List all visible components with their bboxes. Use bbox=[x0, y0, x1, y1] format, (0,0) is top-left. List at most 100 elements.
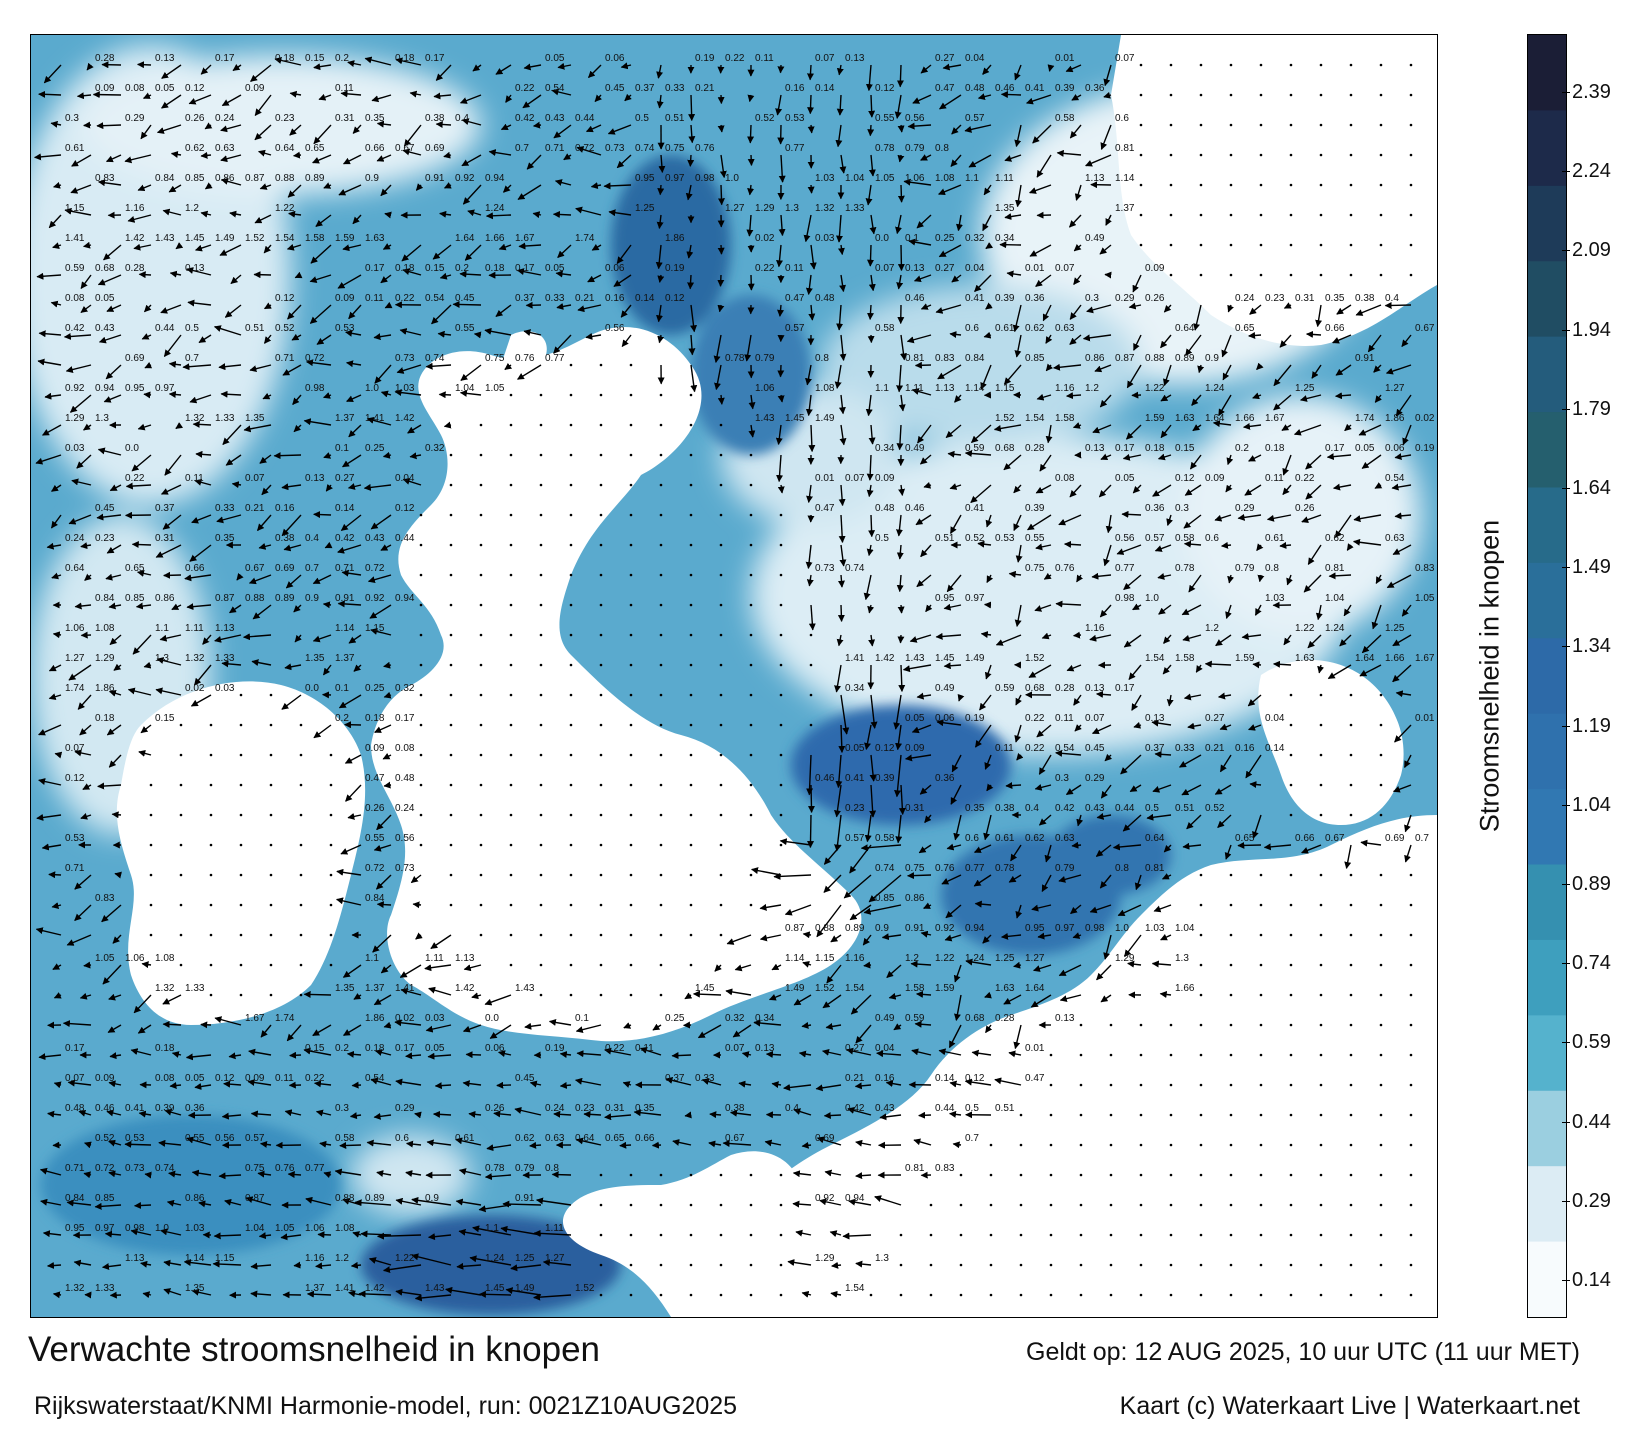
current-arrow bbox=[1128, 302, 1142, 310]
current-arrow bbox=[1004, 213, 1022, 220]
current-arrow bbox=[846, 1047, 872, 1056]
speed-label: 0.04 bbox=[395, 473, 415, 484]
speed-label: 0.14 bbox=[335, 503, 355, 514]
current-arrow bbox=[894, 754, 902, 798]
calm-dot bbox=[1139, 213, 1143, 217]
calm-dot bbox=[299, 993, 303, 997]
current-arrow bbox=[779, 838, 812, 846]
speed-label: 0.32 bbox=[965, 233, 985, 244]
speed-label: 1.27 bbox=[545, 1253, 565, 1264]
speed-label: 1.35 bbox=[995, 203, 1015, 214]
current-arrow bbox=[620, 304, 632, 318]
current-arrow bbox=[380, 274, 392, 284]
current-arrow bbox=[823, 1111, 842, 1119]
land-denmark bbox=[1258, 660, 1404, 825]
current-arrow bbox=[213, 325, 242, 336]
calm-dot bbox=[779, 1203, 783, 1207]
speed-label: 0.81 bbox=[1325, 563, 1345, 574]
colorbar-scale bbox=[1528, 35, 1566, 1317]
current-arrow bbox=[1094, 364, 1112, 373]
speed-label: 0.87 bbox=[785, 923, 805, 934]
speed-label: 1.27 bbox=[1025, 953, 1045, 964]
current-arrow bbox=[1185, 334, 1202, 357]
calm-dot bbox=[1229, 63, 1233, 67]
current-arrow bbox=[1152, 784, 1172, 793]
speed-label: 1.0 bbox=[725, 173, 739, 184]
current-arrow bbox=[169, 1082, 182, 1089]
current-arrow bbox=[807, 124, 815, 134]
speed-label: 0.31 bbox=[905, 803, 925, 814]
current-arrow bbox=[806, 574, 814, 587]
calm-dot bbox=[479, 813, 483, 817]
current-arrow bbox=[498, 243, 512, 251]
speed-label: 0.13 bbox=[1055, 1013, 1075, 1024]
current-arrow bbox=[1152, 484, 1172, 497]
calm-dot bbox=[599, 873, 603, 877]
calm-dot bbox=[1199, 63, 1203, 67]
current-arrow bbox=[221, 1112, 242, 1120]
calm-dot bbox=[1319, 153, 1323, 157]
current-arrow bbox=[1374, 394, 1382, 403]
calm-dot bbox=[149, 813, 153, 817]
current-arrow bbox=[163, 571, 182, 579]
current-arrow bbox=[944, 934, 962, 942]
speed-label: 0.31 bbox=[155, 533, 175, 544]
current-arrow bbox=[322, 664, 332, 676]
current-arrow bbox=[250, 64, 272, 82]
current-arrow bbox=[1014, 124, 1022, 148]
speed-label: 0.18 bbox=[365, 713, 385, 724]
current-arrow bbox=[1032, 124, 1052, 144]
calm-dot bbox=[449, 543, 453, 547]
current-arrow bbox=[253, 271, 272, 279]
current-arrow bbox=[189, 394, 212, 404]
speed-label: 0.64 bbox=[575, 1133, 595, 1144]
current-arrow bbox=[937, 364, 962, 380]
current-arrow bbox=[352, 124, 362, 134]
current-arrow bbox=[973, 844, 992, 853]
current-arrow bbox=[74, 749, 92, 757]
current-arrow bbox=[505, 94, 513, 103]
current-arrow bbox=[46, 542, 62, 550]
current-arrow bbox=[864, 814, 872, 843]
current-arrow bbox=[373, 333, 392, 341]
current-arrow bbox=[911, 724, 932, 734]
current-arrow bbox=[908, 238, 932, 246]
speed-label: 0.13 bbox=[905, 263, 925, 274]
current-arrow bbox=[164, 454, 182, 476]
current-arrow bbox=[224, 304, 242, 318]
current-arrow bbox=[616, 244, 632, 264]
calm-dot bbox=[1409, 243, 1413, 247]
current-arrow bbox=[443, 421, 452, 429]
calm-dot bbox=[1409, 93, 1413, 97]
calm-dot bbox=[1379, 123, 1383, 127]
current-arrow bbox=[186, 603, 212, 611]
current-arrow bbox=[1095, 844, 1112, 857]
speed-label: 0.12 bbox=[185, 83, 205, 94]
speed-label: 0.13 bbox=[155, 53, 175, 64]
speed-label: 0.02 bbox=[755, 233, 775, 244]
calm-dot bbox=[1409, 903, 1413, 907]
speed-label: 1.1 bbox=[485, 1223, 499, 1234]
speed-label: 1.66 bbox=[485, 233, 505, 244]
current-arrow bbox=[885, 1080, 902, 1088]
current-arrow bbox=[748, 424, 756, 438]
current-arrow bbox=[806, 484, 813, 503]
current-arrow bbox=[200, 210, 212, 218]
speed-label: 0.33 bbox=[545, 293, 565, 304]
current-arrow bbox=[48, 664, 62, 672]
current-arrow bbox=[313, 124, 332, 145]
current-arrow bbox=[426, 1139, 452, 1147]
current-arrow bbox=[1120, 754, 1142, 775]
speed-label: 0.34 bbox=[755, 1013, 775, 1024]
calm-dot bbox=[1409, 1203, 1413, 1207]
calm-dot bbox=[1229, 1263, 1233, 1267]
current-arrow bbox=[1335, 392, 1352, 400]
speed-label: 0.14 bbox=[1265, 743, 1285, 754]
calm-dot bbox=[629, 483, 633, 487]
calm-dot bbox=[1259, 1293, 1263, 1297]
calm-dot bbox=[1379, 933, 1383, 937]
speed-label: 0.83 bbox=[1415, 563, 1435, 574]
speed-label: 0.04 bbox=[965, 263, 985, 274]
speed-label: 0.72 bbox=[305, 353, 325, 364]
calm-dot bbox=[1349, 243, 1353, 247]
